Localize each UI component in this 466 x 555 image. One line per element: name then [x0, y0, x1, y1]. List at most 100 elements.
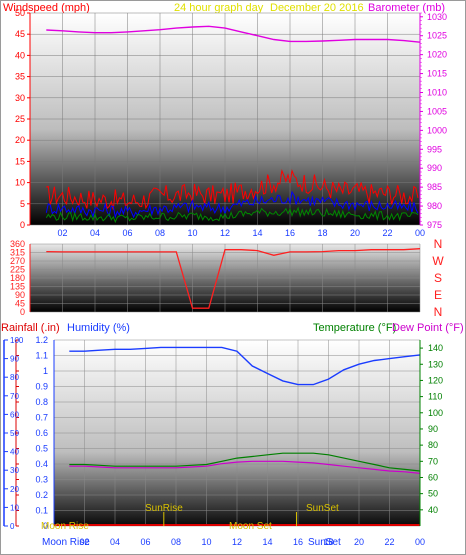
humidity-tick-label: 30: [10, 466, 19, 475]
axes: 0510152025303540455097598098599099510001…: [3, 8, 447, 547]
bottom-time-tick-label: 16: [293, 537, 303, 547]
temperature-tick-label: 140: [428, 343, 443, 353]
time-tick-label: 14: [252, 228, 262, 238]
barometer-tick-label: 1015: [427, 69, 447, 79]
wind-tick-label: 50: [15, 8, 25, 18]
barometer-tick-label: 1010: [427, 88, 447, 98]
temperature-tick-label: 120: [428, 375, 443, 385]
humidity-tick-label: 10: [10, 503, 19, 512]
humidity-axis-label: Humidity (%): [67, 322, 130, 334]
rain-tick-label: 0.3: [35, 475, 48, 485]
wind-direction-line: [46, 248, 421, 309]
barometer-tick-label: 1025: [427, 31, 447, 41]
humidity-tick-label: 80: [10, 373, 19, 382]
series-lines: [45, 25, 421, 526]
bottom-time-tick-label: 12: [232, 537, 242, 547]
direction-tick-label: 180: [10, 273, 25, 283]
time-tick-label: 06: [122, 228, 132, 238]
direction-tick-label: 225: [10, 265, 25, 275]
temperature-tick-label: 50: [428, 489, 438, 499]
rain-tick-label: 0.4: [35, 459, 48, 469]
barometer-tick-label: 975: [427, 220, 442, 230]
temperature-line: [69, 452, 421, 472]
dewpoint-axis-label: Dew Point (°F): [392, 322, 464, 334]
compass-label: E: [434, 288, 442, 302]
wind-tick-label: 45: [15, 29, 25, 39]
humidity-tick-label: 20: [10, 485, 19, 494]
direction-tick-label: 0: [20, 307, 25, 317]
humidity-tick-label: 100: [10, 336, 24, 345]
direction-tick-label: 270: [10, 256, 25, 266]
rainfall-axis-label: Rainfall (.in): [1, 322, 60, 334]
barometer-line: [46, 25, 421, 43]
direction-tick-label: 360: [10, 239, 25, 249]
rain-tick-label: 0.7: [35, 413, 48, 423]
windspeed-axis-label: Windspeed (mph): [3, 2, 90, 14]
graph-date: December 20 2016: [270, 2, 364, 14]
temperature-tick-label: 80: [428, 440, 438, 450]
direction-tick-label: 135: [10, 282, 25, 292]
rain-tick-label: 0.5: [35, 444, 48, 454]
time-tick-label: 04: [90, 228, 100, 238]
bottom-time-tick-label: 02: [79, 537, 89, 547]
bottom-time-tick-label: 10: [201, 537, 211, 547]
temperature-tick-label: 40: [428, 505, 438, 515]
bottom-time-tick-label: 22: [384, 537, 394, 547]
compass-label: N: [434, 305, 443, 319]
temperature-axis-label: Temperature (°F): [313, 322, 396, 334]
temperature-tick-label: 70: [428, 456, 438, 466]
bottom-time-tick-label: 04: [110, 537, 120, 547]
time-tick-label: 08: [155, 228, 165, 238]
barometer-tick-label: 985: [427, 182, 442, 192]
humidity-tick-label: 60: [10, 410, 19, 419]
wind-tick-label: 25: [15, 114, 25, 124]
rain-tick-label: 0: [43, 521, 48, 531]
time-tick-label: 00: [415, 228, 425, 238]
sunset-time-label: SunSet: [308, 537, 341, 548]
wind-tick-label: 35: [15, 72, 25, 82]
bottom-time-tick-label: 00: [415, 537, 425, 547]
compass-label: S: [434, 271, 442, 285]
temperature-tick-label: 60: [428, 472, 438, 482]
bottom-time-tick-label: 18: [323, 537, 333, 547]
wind-tick-label: 20: [15, 135, 25, 145]
time-tick-label: 18: [317, 228, 327, 238]
wind-tick-label: 30: [15, 93, 25, 103]
barometer-axis-label: Barometer (mb): [368, 2, 445, 14]
dewpoint-line: [69, 460, 421, 474]
barometer-tick-label: 1005: [427, 106, 447, 116]
wind-tick-label: 10: [15, 178, 25, 188]
humidity-tick-label: 40: [10, 448, 19, 457]
time-tick-label: 20: [350, 228, 360, 238]
compass-label: W: [432, 254, 444, 268]
temperature-tick-label: 130: [428, 359, 443, 369]
barometer-tick-label: 1000: [427, 125, 447, 135]
sunrise-label: SunRise: [145, 503, 183, 514]
wind-tick-label: 5: [20, 199, 25, 209]
wind-tick-label: 40: [15, 50, 25, 60]
rain-tick-label: 1.2: [35, 335, 48, 345]
bottom-time-tick-label: 08: [171, 537, 181, 547]
sunset-label: SunSet: [306, 503, 339, 514]
direction-tick-label: 45: [15, 299, 25, 309]
barometer-tick-label: 1020: [427, 50, 447, 60]
windspeed-average-line: [45, 190, 419, 219]
moon-rise-label: Moon Rise: [41, 521, 89, 532]
humidity-line: [69, 346, 421, 386]
direction-tick-label: 90: [15, 290, 25, 300]
wind-tick-label: 15: [15, 156, 25, 166]
rain-tick-label: 0.6: [35, 428, 48, 438]
time-tick-label: 02: [57, 228, 67, 238]
rain-tick-label: 0.1: [35, 506, 48, 516]
windspeed-calm-line: [45, 206, 419, 224]
humidity-tick-label: 90: [10, 355, 19, 364]
wind-tick-label: 0: [20, 220, 25, 230]
bottom-time-tick-label: 20: [354, 537, 364, 547]
time-tick-label: 10: [187, 228, 197, 238]
graph-title: 24 hour graph day: [174, 2, 264, 14]
moon-set-label: Moon Set: [229, 521, 272, 532]
barometer-tick-label: 980: [427, 201, 442, 211]
barometer-tick-label: 1030: [427, 12, 447, 22]
direction-tick-label: 315: [10, 248, 25, 258]
